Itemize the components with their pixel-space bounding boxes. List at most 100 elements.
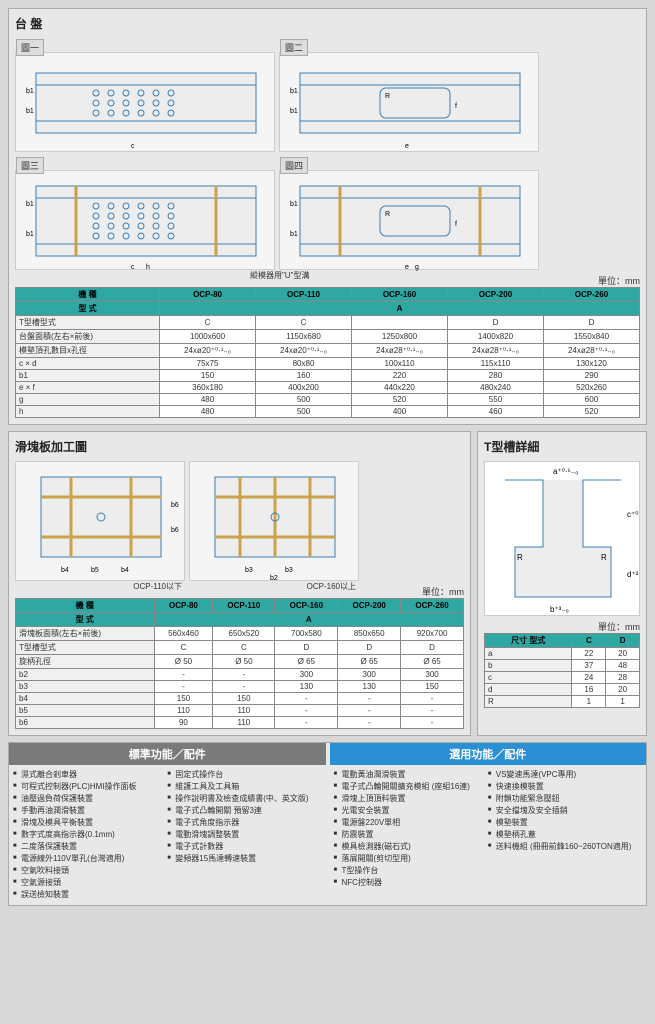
tslot-table: 尺寸 型式CDa2220b3748c2428d1620R11 <box>484 633 640 708</box>
svg-text:b4: b4 <box>61 567 69 574</box>
feature-item: 光電安全裝置 <box>334 805 488 817</box>
table-cell: - <box>338 717 401 729</box>
table-cell: 300 <box>338 669 401 681</box>
svg-text:R: R <box>601 553 607 562</box>
feature-item: 油壓過負荷保護裝置 <box>13 793 167 805</box>
table-cell: 150 <box>160 370 256 382</box>
diagram-2-svg: R b1b1 ef <box>280 53 540 153</box>
tslot-unit: 單位：mm <box>484 620 640 633</box>
svg-text:R: R <box>385 211 390 218</box>
table-cell: - <box>275 693 338 705</box>
table-cell: 460 <box>447 406 543 418</box>
table-cell: 520x260 <box>543 382 639 394</box>
table-cell: - <box>401 717 464 729</box>
svg-text:R: R <box>517 553 523 562</box>
feature-item: NFC控制器 <box>334 877 488 889</box>
feature-item: 電源盤220V單相 <box>334 817 488 829</box>
feature-item: 電動黃油潤滑裝置 <box>334 769 488 781</box>
opt-header: 選用功能／配件 <box>330 743 647 765</box>
slide-dia2-svg: b3b3 b2 <box>190 462 360 582</box>
svg-text:b1: b1 <box>290 201 298 208</box>
table-cell: 1550x840 <box>543 330 639 344</box>
optional-features: 選用功能／配件 電動黃油潤滑裝置電子式凸輪開關擴充模組 (座組16連)滑塊上頂頂… <box>330 743 647 905</box>
feature-item: 變頻器15馬達轉速裝置 <box>167 853 321 865</box>
table-cell: 400 <box>352 406 448 418</box>
svg-text:b1: b1 <box>26 108 34 115</box>
feature-item: 操作說明書及檢查成績書(中、英文版) <box>167 793 321 805</box>
svg-text:f: f <box>455 103 457 110</box>
svg-text:c⁺⁰·⁵₋₀: c⁺⁰·⁵₋₀ <box>627 510 640 519</box>
tslot-panel: T型槽詳細 a⁺⁰·⁵₋₀ b⁺³₋₀ c⁺⁰·⁵₋₀ d⁺²₋₀ R R 單位… <box>477 431 647 736</box>
table-cell: 150 <box>401 681 464 693</box>
table-cell: 650x520 <box>213 627 275 641</box>
table-cell: b4 <box>16 693 155 705</box>
svg-text:b1: b1 <box>26 88 34 95</box>
feature-item: 電動滑塊調整裝置 <box>167 829 321 841</box>
table-cell: - <box>213 681 275 693</box>
diagram-2: 圖二 R b1b1 ef <box>279 52 539 152</box>
feature-item: 防震裝置 <box>334 829 488 841</box>
table-header: 機 種 <box>16 599 155 613</box>
feature-item: 快速換模裝置 <box>488 781 642 793</box>
feature-item: 安全擋塊及安全插銷 <box>488 805 642 817</box>
slide-title: 滑塊板加工圖 <box>15 438 464 455</box>
table-cell: 110 <box>213 705 275 717</box>
svg-text:g: g <box>415 264 419 271</box>
table-cell: 110 <box>213 717 275 729</box>
table-cell: Ø 65 <box>401 655 464 669</box>
feature-item: 附鎖功能緊急壓鈕 <box>488 793 642 805</box>
table-cell: 100x110 <box>352 358 448 370</box>
table-header: OCP-260 <box>543 288 639 302</box>
table-cell: Ø 65 <box>338 655 401 669</box>
table-cell: 1250x800 <box>352 330 448 344</box>
bolster-title: 台 盤 <box>15 15 640 32</box>
table-cell: h <box>16 406 160 418</box>
feature-item: 空氣源接頭 <box>13 877 167 889</box>
svg-text:b1: b1 <box>290 231 298 238</box>
table-cell: D <box>275 641 338 655</box>
svg-text:b5: b5 <box>91 567 99 574</box>
table-cell: c × d <box>16 358 160 370</box>
table-cell: 1000x600 <box>160 330 256 344</box>
feature-item: 可程式控制器(PLC)HMI操作面板 <box>13 781 167 793</box>
table-header: OCP-200 <box>338 599 401 613</box>
table-header: OCP-160 <box>352 288 448 302</box>
table-cell: b6 <box>16 717 155 729</box>
tslot-svg: a⁺⁰·⁵₋₀ b⁺³₋₀ c⁺⁰·⁵₋₀ d⁺²₋₀ R R <box>484 461 640 616</box>
table-cell: 850x650 <box>338 627 401 641</box>
feature-item: 濕式離合剎車器 <box>13 769 167 781</box>
feature-item: 電源線外110V單孔(台灣適用) <box>13 853 167 865</box>
diagram-3: 圖三 b1b1 ch <box>15 170 275 270</box>
svg-text:b1: b1 <box>290 108 298 115</box>
table-cell: 520 <box>543 406 639 418</box>
table-cell: 400x200 <box>256 382 352 394</box>
table-cell: 290 <box>543 370 639 382</box>
table-cell: 360x180 <box>160 382 256 394</box>
table-cell: T型槽型式 <box>16 316 160 330</box>
table-cell: b5 <box>16 705 155 717</box>
table-cell: 300 <box>275 669 338 681</box>
table-cell: D <box>543 316 639 330</box>
table-cell: 220 <box>352 370 448 382</box>
feature-item: 數字式度高指示器(0.1mm) <box>13 829 167 841</box>
diagram-4-svg: R b1b1 efg <box>280 171 540 271</box>
svg-text:e: e <box>405 264 409 271</box>
table-cell: D <box>447 316 543 330</box>
table-cell: 130x120 <box>543 358 639 370</box>
feature-item: VS變速馬達(VPC專用) <box>488 769 642 781</box>
svg-text:b2: b2 <box>270 575 278 582</box>
table-cell: 600 <box>543 394 639 406</box>
table-cell: 160 <box>256 370 352 382</box>
u-groove-note: 縱模器用"U"型溝 <box>250 270 309 281</box>
diagram-1-svg: b1b1 c <box>16 53 276 153</box>
feature-item: 手動再油潤滑裝置 <box>13 805 167 817</box>
feature-item: 電子式凸輪開關擴充模組 (座組16連) <box>334 781 488 793</box>
svg-text:b1: b1 <box>290 88 298 95</box>
feature-item: 滑塊及模具平衡裝置 <box>13 817 167 829</box>
table-cell: 24xø28⁺⁰·¹₋₀ <box>352 344 448 358</box>
table-cell: 700x580 <box>275 627 338 641</box>
svg-text:a⁺⁰·⁵₋₀: a⁺⁰·⁵₋₀ <box>553 467 578 476</box>
slide-table: 機 種OCP-80OCP-110OCP-160OCP-200OCP-260型 式… <box>15 598 464 729</box>
table-cell: Ø 50 <box>154 655 213 669</box>
standard-features: 標準功能／配件 濕式離合剎車器可程式控制器(PLC)HMI操作面板油壓過負荷保護… <box>9 743 326 905</box>
